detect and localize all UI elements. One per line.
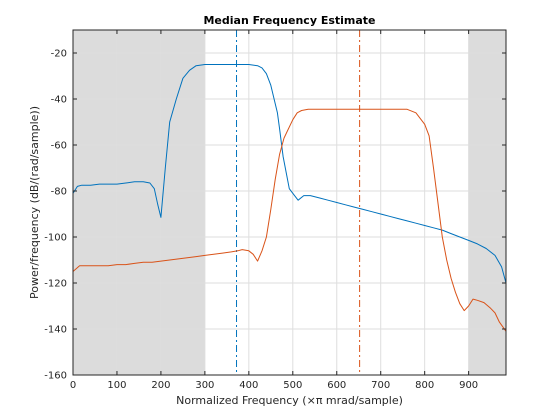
series-line-2 (72, 108, 507, 332)
x-tick-label: 0 (70, 380, 76, 391)
axis-ticks: 0 100 200 300 400 500 600 700 800 900 -160 -140 -120… (44, 30, 506, 391)
x-tick-label: 900 (459, 380, 478, 391)
x-tick-label: 200 (151, 380, 170, 391)
x-tick-label: 700 (371, 380, 390, 391)
shaded-region-2 (468, 30, 506, 375)
series-lines (72, 64, 507, 332)
x-tick-label: 400 (239, 380, 258, 391)
marker-lines (236, 30, 361, 375)
y-tick-label: -100 (44, 233, 67, 244)
x-tick-label: 800 (415, 380, 434, 391)
plot-frame (72, 29, 507, 376)
y-tick-label: -40 (51, 95, 67, 106)
y-tick-label: -120 (44, 279, 67, 290)
x-tick-label: 300 (195, 380, 214, 391)
shaded-region-1 (73, 30, 205, 375)
series-line-1 (72, 64, 507, 284)
y-tick-label: -80 (51, 187, 67, 198)
y-tick-label: -20 (51, 49, 67, 60)
x-tick-label: 100 (107, 380, 126, 391)
x-tick-label: 600 (327, 380, 346, 391)
chart-title: Median Frequency Estimate (203, 14, 375, 27)
x-axis-label: Normalized Frequency (×π mrad/sample) (176, 394, 403, 407)
x-tick-label: 500 (283, 380, 302, 391)
y-tick-label: -160 (44, 371, 67, 382)
shaded-regions (73, 30, 506, 375)
y-axis-label: Power/frequency (dB/(rad/sample)) (28, 106, 41, 299)
y-tick-label: -60 (51, 141, 67, 152)
grid (72, 30, 506, 376)
y-tick-label: -140 (44, 325, 67, 336)
